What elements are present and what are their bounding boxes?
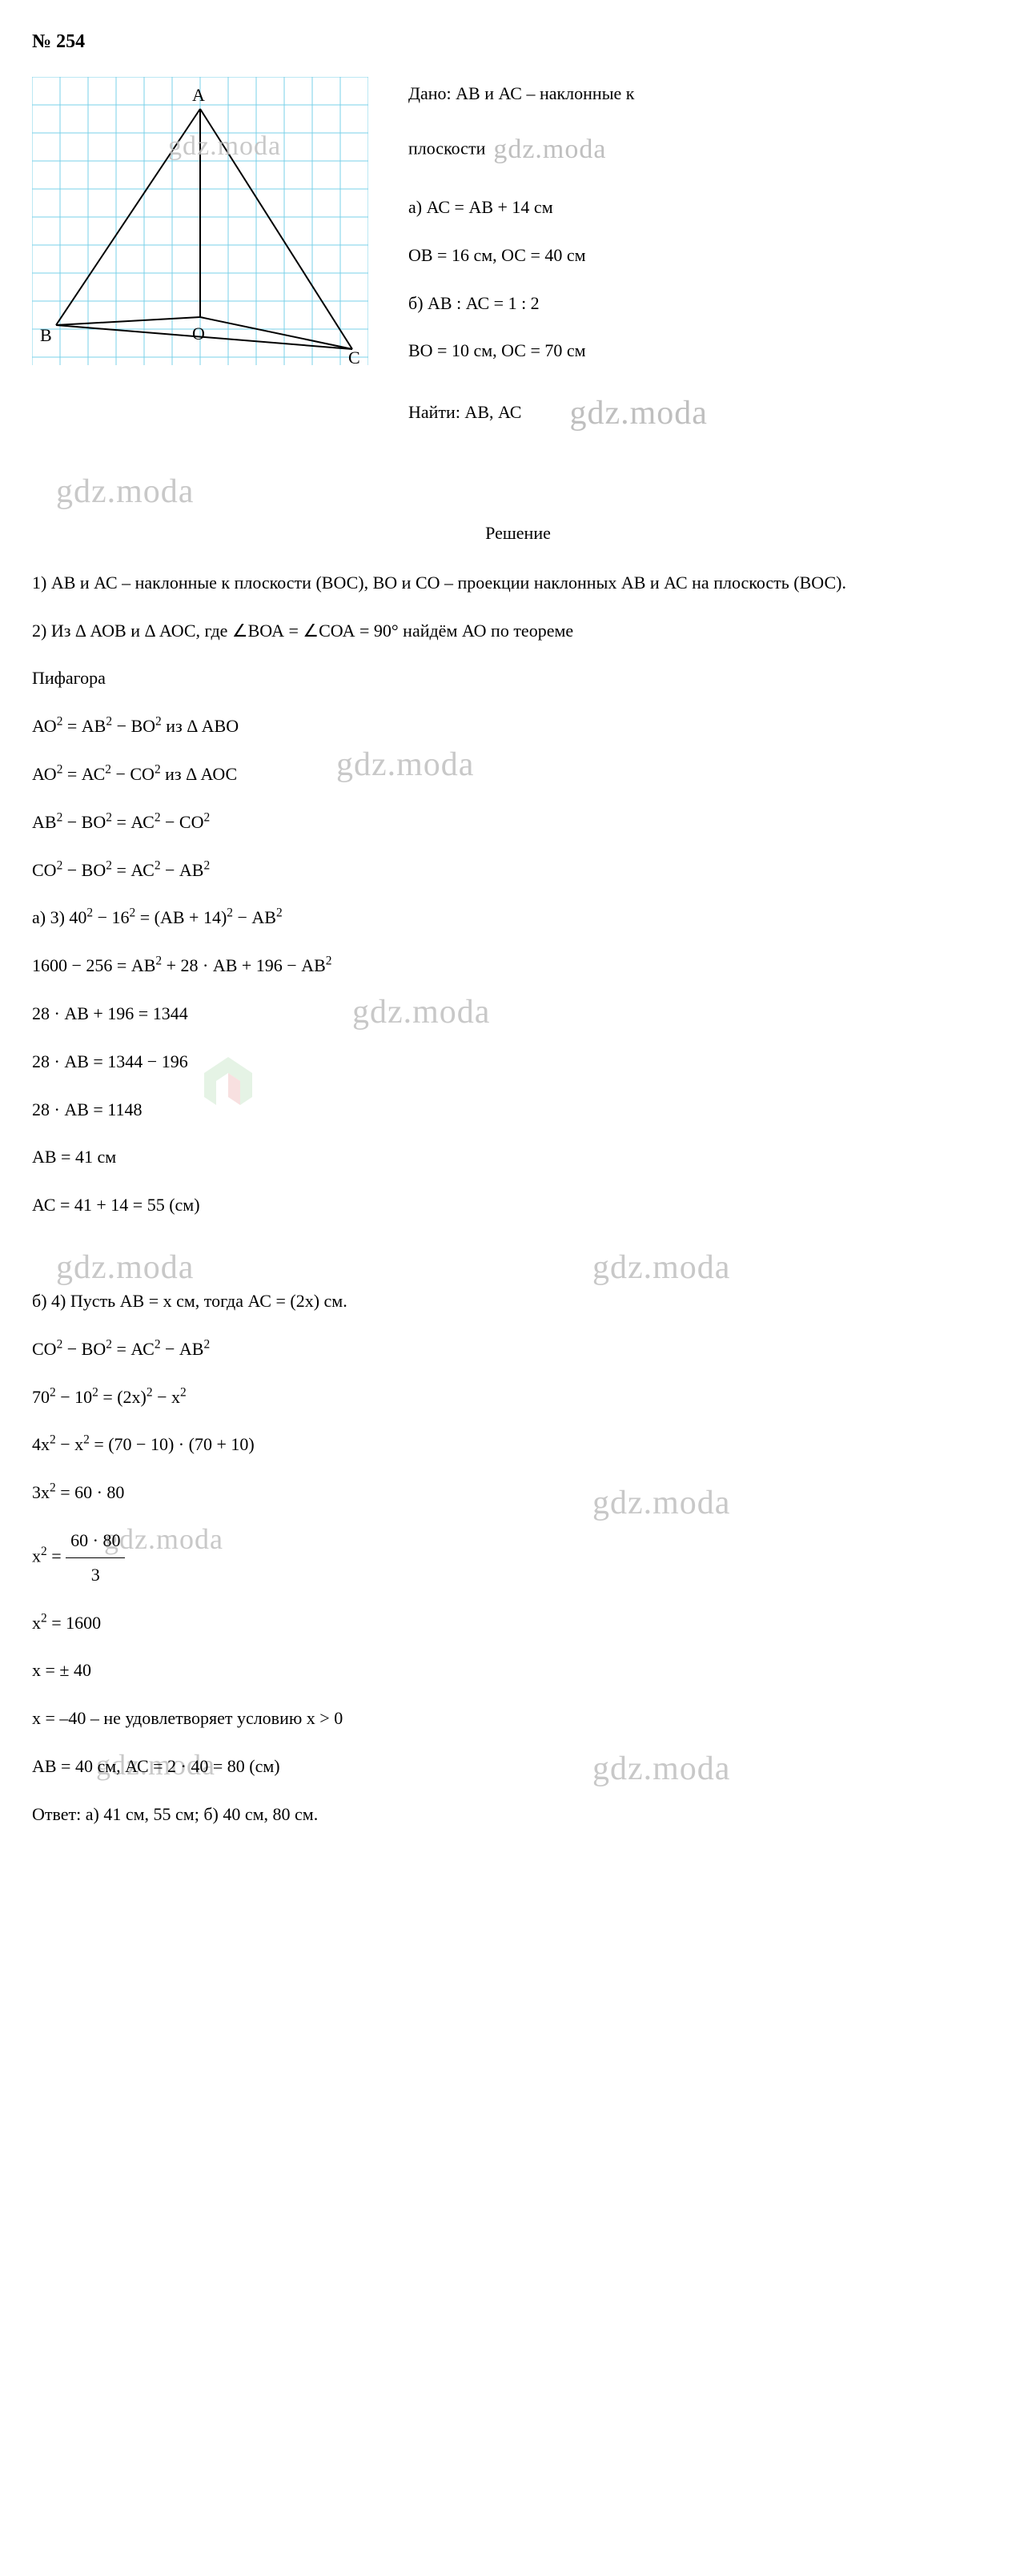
text: − ВО bbox=[67, 860, 106, 880]
text: 2) Из Δ АОВ и Δ АОС, где ∠ВОА = ∠СОА = 9… bbox=[32, 621, 573, 641]
equation: 3х2 = 60 · 80 gdz.moda bbox=[32, 1476, 1004, 1509]
text: − ВО bbox=[67, 812, 106, 832]
text: Дано: АВ и АС – наклонные к bbox=[408, 83, 634, 103]
equation: х2 = 1600 bbox=[32, 1606, 1004, 1640]
equation: АО2 = АВ2 − ВО2 из Δ АВО bbox=[32, 709, 1004, 743]
equation: СО2 − ВО2 = АС2 − АВ2 bbox=[32, 1332, 1004, 1366]
text: 70 bbox=[32, 1387, 50, 1407]
denominator: 3 bbox=[66, 1558, 125, 1592]
numerator: 60 · 80 bbox=[66, 1524, 125, 1558]
equation: АВ2 − ВО2 = АС2 − СО2 bbox=[32, 806, 1004, 839]
equation: АС = 41 + 14 = 55 (см) bbox=[32, 1188, 1004, 1222]
text: − х bbox=[60, 1434, 83, 1454]
text: + 28 · АВ + 196 − АВ bbox=[167, 955, 326, 975]
step: 2) Из Δ АОВ и Δ АОС, где ∠ВОА = ∠СОА = 9… bbox=[32, 614, 1004, 648]
given-block: Дано: АВ и АС – наклонные к плоскостиgdz… bbox=[408, 77, 1004, 460]
text: АО bbox=[32, 716, 57, 736]
solution-heading: Решение bbox=[32, 516, 1004, 550]
svg-text:B: B bbox=[40, 325, 52, 345]
text: = АС bbox=[116, 812, 154, 832]
text: СО bbox=[32, 1339, 57, 1359]
equation: 28 · АВ + 196 = 1344 bbox=[32, 997, 1004, 1031]
text: из Δ АОС bbox=[165, 764, 237, 784]
given-line: а) АС = АВ + 14 см bbox=[408, 191, 1004, 224]
given-line: Дано: АВ и АС – наклонные к bbox=[408, 77, 1004, 111]
given-line: плоскостиgdz.moda bbox=[408, 124, 1004, 176]
fraction: 60 · 80 3 bbox=[66, 1524, 125, 1592]
geometry-diagram: A B C O bbox=[32, 77, 368, 365]
text: Найти: АВ, АС bbox=[408, 402, 521, 422]
text: − АВ bbox=[165, 860, 203, 880]
diagram-container: ABCO gdz.moda bbox=[32, 77, 376, 365]
equation: х = –40 – не удовлетворяет условию х > 0 bbox=[32, 1702, 1004, 1735]
step: 1) АВ и АС – наклонные к плоскости (ВОС)… bbox=[32, 566, 1004, 600]
equation: х2 = 60 · 80 3 bbox=[32, 1524, 1004, 1592]
text: 1600 − 256 = АВ bbox=[32, 955, 155, 975]
text: = (2х) bbox=[102, 1387, 147, 1407]
watermark: gdz.moda bbox=[56, 460, 194, 524]
given-line: Найти: АВ, АСgdz.moda bbox=[408, 382, 1004, 446]
equation: АВ = 40 см, АС = 2 · 40 = 80 (см) bbox=[32, 1750, 1004, 1783]
watermark: gdz.moda bbox=[485, 135, 606, 164]
text: = АС bbox=[67, 764, 105, 784]
watermark: gdz.moda bbox=[521, 395, 707, 432]
text: − 10 bbox=[60, 1387, 92, 1407]
text: − АВ bbox=[165, 1339, 203, 1359]
given-line: ВО = 10 см, ОС = 70 см bbox=[408, 334, 1004, 368]
text: АВ bbox=[32, 812, 57, 832]
given-line: б) АВ : АС = 1 : 2 bbox=[408, 287, 1004, 320]
svg-text:A: A bbox=[192, 85, 205, 105]
text: СО bbox=[32, 860, 57, 880]
text: а) 3) 40 bbox=[32, 907, 86, 927]
text: = 1600 bbox=[51, 1613, 101, 1633]
text: − СО bbox=[115, 764, 154, 784]
text: АО bbox=[32, 764, 57, 784]
text: х bbox=[32, 1545, 41, 1565]
equation: 1600 − 256 = АВ2 + 28 · АВ + 196 − АВ2 bbox=[32, 949, 1004, 983]
problem-number: № 254 bbox=[32, 24, 1004, 61]
equation: 4х2 − х2 = (70 − 10) · (70 + 10) bbox=[32, 1428, 1004, 1461]
solution-body: 1) АВ и АС – наклонные к плоскости (ВОС)… bbox=[32, 566, 1004, 1831]
text: − АВ bbox=[237, 907, 275, 927]
text: − 16 bbox=[98, 907, 130, 927]
equation: 28 · АВ = 1148 bbox=[32, 1093, 1004, 1127]
text: = 60 · 80 bbox=[60, 1482, 124, 1502]
answer: Ответ: а) 41 см, 55 см; б) 40 см, 80 см. bbox=[32, 1798, 1004, 1831]
svg-text:C: C bbox=[348, 348, 360, 365]
text: плоскости bbox=[408, 139, 485, 159]
text: = АВ bbox=[67, 716, 106, 736]
equation: 702 − 102 = (2х)2 − х2 bbox=[32, 1380, 1004, 1414]
equation: АО2 = АС2 − СО2 из Δ АОС bbox=[32, 758, 1004, 791]
equation: а) 3) 402 − 162 = (АВ + 14)2 − АВ2 bbox=[32, 901, 1004, 934]
step: Пифагора bbox=[32, 661, 1004, 695]
equation: СО2 − ВО2 = АС2 − АВ2 bbox=[32, 854, 1004, 887]
text: из Δ АВО bbox=[166, 716, 239, 736]
text: = АС bbox=[116, 860, 154, 880]
text: = (АВ + 14) bbox=[140, 907, 227, 927]
equation: АВ = 41 см bbox=[32, 1140, 1004, 1174]
text: − ВО bbox=[67, 1339, 106, 1359]
equation: 28 · АВ = 1344 − 196 bbox=[32, 1045, 1004, 1079]
svg-text:O: O bbox=[192, 324, 205, 344]
equation: х = ± 40 bbox=[32, 1654, 1004, 1687]
text: = АС bbox=[116, 1339, 154, 1359]
text: − ВО bbox=[117, 716, 155, 736]
text: 4х bbox=[32, 1434, 50, 1454]
top-section: A B C O gdz.moda Дано: АВ и АС – наклонные … bbox=[32, 77, 1004, 460]
given-line: ОВ = 16 см, ОС = 40 см bbox=[408, 239, 1004, 272]
text: − х bbox=[157, 1387, 180, 1407]
step: б) 4) Пусть АВ = х см, тогда АС = (2х) с… bbox=[32, 1284, 1004, 1318]
text: = (70 − 10) · (70 + 10) bbox=[94, 1434, 254, 1454]
text: − СО bbox=[165, 812, 203, 832]
text: 3х bbox=[32, 1482, 50, 1502]
text: х bbox=[32, 1613, 41, 1633]
